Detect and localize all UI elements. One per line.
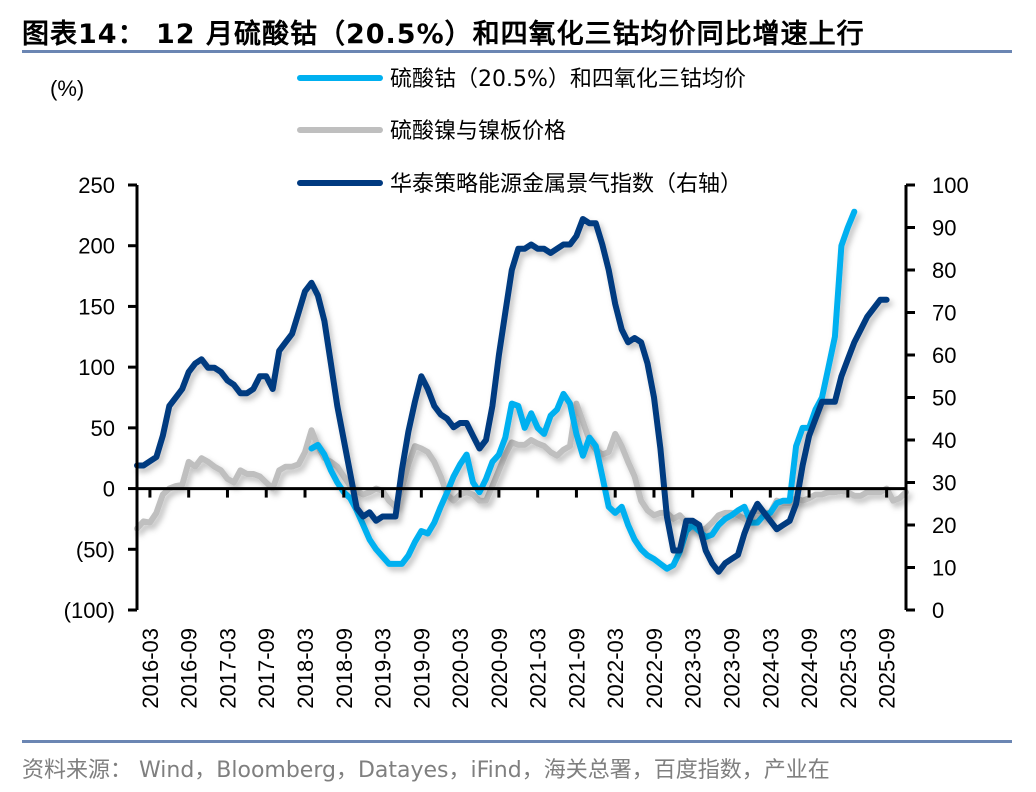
source-note: 资料来源： Wind，Bloomberg，Datayes，iFind，海关总署，…: [22, 758, 830, 783]
x-tick-label: 2025-09: [875, 628, 900, 709]
x-tick-label: 2025-03: [836, 628, 861, 709]
x-tick-label: 2019-03: [371, 628, 396, 709]
x-tick-label: 2016-09: [177, 628, 202, 709]
legend: 硫酸钴（20.5%）和四氧化三钴均价硫酸镍与镍板价格华泰策略能源金属景气指数（右…: [297, 67, 746, 197]
chart-title: 图表14： 12 月硫酸钴（20.5%）和四氧化三钴均价同比增速上行: [22, 19, 865, 50]
left-tick-label: (100): [64, 598, 115, 623]
x-tick-label: 2019-09: [409, 628, 434, 709]
x-tick-label: 2022-09: [642, 628, 667, 709]
right-tick-label: 80: [932, 258, 956, 283]
left-tick-label: 100: [78, 355, 115, 380]
x-tick-label: 2023-09: [720, 628, 745, 709]
right-tick-label: 20: [932, 513, 956, 538]
x-tick-label: 2024-09: [797, 628, 822, 709]
x-tick-label: 2017-09: [254, 628, 279, 709]
left-tick-label: 0: [103, 477, 115, 502]
x-tick-label: 2022-03: [603, 628, 628, 709]
x-tick-label: 2020-03: [448, 628, 473, 709]
right-tick-label: 70: [932, 301, 956, 326]
series-line-3: [134, 216, 890, 575]
y-axis-label: (%): [50, 76, 84, 101]
x-tick-label: 2017-03: [215, 628, 240, 709]
left-tick-label: 150: [78, 294, 115, 319]
series-lines: [134, 208, 909, 575]
x-tick-label: 2021-03: [526, 628, 551, 709]
x-tick-label: 2018-09: [332, 628, 357, 709]
left-tick-label: 50: [91, 416, 115, 441]
legend-label-1: 硫酸钴（20.5%）和四氧化三钴均价: [390, 67, 746, 92]
right-tick-label: 100: [932, 173, 969, 198]
right-tick-label: 10: [932, 556, 956, 581]
x-tick-label: 2021-09: [564, 628, 589, 709]
legend-label-3: 华泰策略能源金属景气指数（右轴）: [390, 172, 742, 197]
right-tick-label: 30: [932, 471, 956, 496]
x-tick-label: 2016-03: [138, 628, 163, 709]
right-tick-label: 60: [932, 343, 956, 368]
left-tick-label: (50): [76, 537, 115, 562]
x-tick-label: 2020-09: [487, 628, 512, 709]
right-tick-label: 0: [932, 598, 944, 623]
x-tick-label: 2024-03: [758, 628, 783, 709]
left-tick-label: 250: [78, 173, 115, 198]
x-tick-label: 2023-03: [681, 628, 706, 709]
right-tick-label: 40: [932, 428, 956, 453]
title-divider: [22, 50, 1012, 53]
left-tick-label: 200: [78, 234, 115, 259]
source-divider: [22, 740, 1012, 743]
right-tick-label: 50: [932, 386, 956, 411]
x-tick-label: 2018-03: [293, 628, 318, 709]
legend-label-2: 硫酸镍与镍板价格: [390, 119, 566, 144]
right-tick-label: 90: [932, 216, 956, 241]
axes: 250200150100500(50)(100)1009080706050403…: [64, 173, 969, 709]
